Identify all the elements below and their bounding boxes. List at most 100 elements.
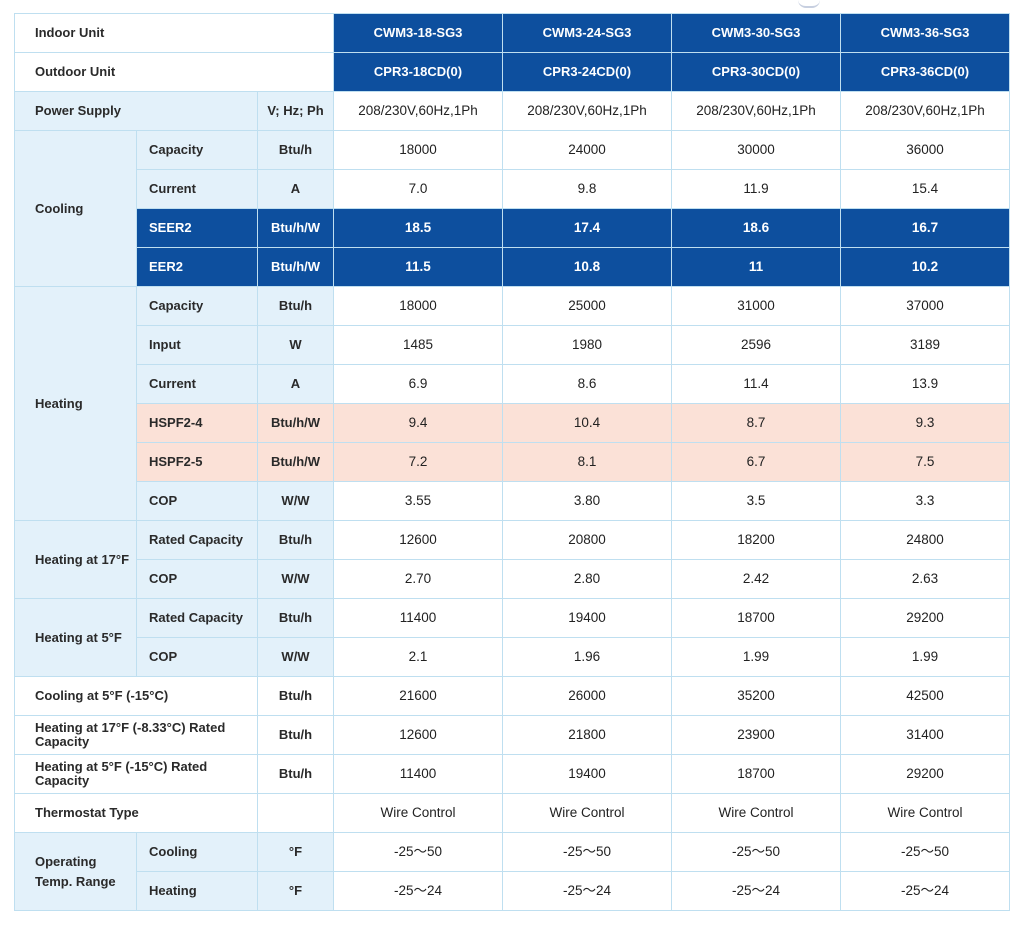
unit-cell: Btu/h/W (257, 247, 334, 287)
row-label: Capacity (136, 130, 258, 170)
operating-group-label: Operating Temp. Range (14, 832, 137, 911)
value-cell: 24800 (840, 520, 1010, 560)
value-cell: 18000 (333, 130, 503, 170)
unit-cell: Btu/h (257, 520, 334, 560)
value-cell: 20800 (502, 520, 672, 560)
operating-label-line1: Operating (35, 853, 97, 869)
value-cell: -25～50 (671, 832, 841, 872)
value-cell: 10.4 (502, 403, 672, 443)
cooling-current-row: Current A 7.0 9.8 11.9 15.4 (15, 169, 1010, 209)
value-cell: 11400 (333, 598, 503, 638)
value-cell: 3.55 (333, 481, 503, 521)
power-supply-label: Power Supply (14, 91, 258, 131)
row-label: COP (136, 481, 258, 521)
row-label: Thermostat Type (14, 793, 258, 833)
row-label: Current (136, 364, 258, 404)
row-label: COP (136, 637, 258, 677)
unit-cell: Btu/h (257, 598, 334, 638)
value-cell: Wire Control (333, 793, 503, 833)
row-label: Current (136, 169, 258, 209)
value-cell: 31400 (840, 715, 1010, 755)
value-cell: 208/230V,60Hz,1Ph (671, 91, 841, 131)
outdoor-model: CPR3-18CD(0) (333, 52, 503, 92)
outdoor-model: CPR3-36CD(0) (840, 52, 1010, 92)
value-cell: 2.1 (333, 637, 503, 677)
value-cell: 12600 (333, 715, 503, 755)
row-label: Rated Capacity (136, 520, 258, 560)
value-cell: 37000 (840, 286, 1010, 326)
value-cell: Wire Control (502, 793, 672, 833)
value-cell: 9.3 (840, 403, 1010, 443)
heating-cop-row: COP W/W 3.55 3.80 3.5 3.3 (15, 481, 1010, 521)
heating-group-label: Heating (14, 286, 137, 521)
row-label: HSPF2-4 (136, 403, 258, 443)
value-cell: 18200 (671, 520, 841, 560)
row-label: Input (136, 325, 258, 365)
value-cell: 29200 (840, 598, 1010, 638)
unit-cell: Btu/h/W (257, 208, 334, 248)
value-cell: 1.99 (671, 637, 841, 677)
value-cell: 8.7 (671, 403, 841, 443)
value-cell: 1485 (333, 325, 503, 365)
row-label: Capacity (136, 286, 258, 326)
value-cell: 10.2 (840, 247, 1010, 287)
value-cell: 11.9 (671, 169, 841, 209)
value-cell: 18.6 (671, 208, 841, 248)
row-label: Heating (136, 871, 258, 911)
value-cell: 18.5 (333, 208, 503, 248)
indoor-model: CWM3-24-SG3 (502, 13, 672, 53)
value-cell: 2596 (671, 325, 841, 365)
unit-cell: Btu/h/W (257, 403, 334, 443)
value-cell: -25～24 (333, 871, 503, 911)
cooling-group-label: Cooling (14, 130, 137, 287)
heating-at-17f-rated-row: Heating at 17°F (-8.33°C) Rated Capacity… (14, 715, 1010, 755)
heating-17-group-label: Heating at 17°F (14, 520, 137, 599)
outdoor-unit-row: Outdoor Unit CPR3-18CD(0) CPR3-24CD(0) C… (14, 52, 1010, 92)
seer2-row: SEER2 Btu/h/W 18.5 17.4 18.6 16.7 (15, 208, 1010, 248)
top-strip (0, 0, 1024, 12)
indoor-model: CWM3-30-SG3 (671, 13, 841, 53)
row-label: Rated Capacity (136, 598, 258, 638)
cooling-at-5f-row: Cooling at 5°F (-15°C) Btu/h 21600 26000… (14, 676, 1010, 716)
value-cell: 19400 (502, 754, 672, 794)
heating-17-cop-row: COP W/W 2.70 2.80 2.42 2.63 (15, 559, 1010, 599)
value-cell: 11.4 (671, 364, 841, 404)
value-cell: 1.96 (502, 637, 672, 677)
row-label: SEER2 (136, 208, 258, 248)
outdoor-model: CPR3-24CD(0) (502, 52, 672, 92)
eer2-row: EER2 Btu/h/W 11.5 10.8 11 10.2 (15, 247, 1010, 287)
heating-5-group-label: Heating at 5°F (14, 598, 137, 677)
cooling-capacity-row: Cooling Capacity Btu/h 18000 24000 30000… (14, 130, 1010, 287)
value-cell: 36000 (840, 130, 1010, 170)
value-cell: -25～24 (502, 871, 672, 911)
value-cell: 208/230V,60Hz,1Ph (333, 91, 503, 131)
value-cell: -25～24 (840, 871, 1010, 911)
unit-cell: °F (257, 871, 334, 911)
value-cell: -25～50 (333, 832, 503, 872)
value-cell: 9.4 (333, 403, 503, 443)
value-cell: 18000 (333, 286, 503, 326)
value-cell: 7.5 (840, 442, 1010, 482)
value-cell: 21600 (333, 676, 503, 716)
indoor-model: CWM3-18-SG3 (333, 13, 503, 53)
value-cell: 3189 (840, 325, 1010, 365)
value-cell: 7.2 (333, 442, 503, 482)
value-cell: 1.99 (840, 637, 1010, 677)
value-cell: 3.3 (840, 481, 1010, 521)
unit-cell: °F (257, 832, 334, 872)
unit-cell: W/W (257, 637, 334, 677)
value-cell: 16.7 (840, 208, 1010, 248)
value-cell: 13.9 (840, 364, 1010, 404)
value-cell: -25～24 (671, 871, 841, 911)
unit-cell: Btu/h (257, 130, 334, 170)
spec-table: Indoor Unit CWM3-18-SG3 CWM3-24-SG3 CWM3… (14, 13, 1010, 911)
unit-cell: V; Hz; Ph (257, 91, 334, 131)
value-cell: 208/230V,60Hz,1Ph (840, 91, 1010, 131)
operating-cooling-row: Operating Temp. Range Cooling °F -25～50 … (14, 832, 1010, 911)
value-cell: 21800 (502, 715, 672, 755)
value-cell: 42500 (840, 676, 1010, 716)
value-cell: Wire Control (671, 793, 841, 833)
value-cell: 2.63 (840, 559, 1010, 599)
row-label: COP (136, 559, 258, 599)
value-cell: 11 (671, 247, 841, 287)
